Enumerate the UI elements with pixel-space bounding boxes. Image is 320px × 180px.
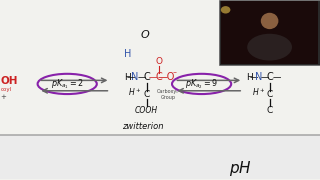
Text: —O: —O: [157, 72, 174, 82]
Text: $H^+$: $H^+$: [128, 86, 142, 98]
Text: C: C: [267, 90, 273, 99]
Text: —: —: [149, 73, 157, 82]
Text: Carboxyl
Group: Carboxyl Group: [157, 89, 179, 100]
Text: OH: OH: [1, 76, 18, 86]
Text: —: —: [260, 73, 269, 82]
Text: H: H: [254, 49, 262, 58]
Ellipse shape: [221, 6, 230, 14]
Text: C: C: [266, 72, 273, 82]
Text: H: H: [124, 73, 131, 82]
Text: $\it{O}$: $\it{O}$: [140, 28, 151, 40]
Text: $pK_{a_2} = 9$: $pK_{a_2} = 9$: [185, 77, 218, 91]
Ellipse shape: [247, 34, 292, 60]
Text: $pK_{a_1} = 2$: $pK_{a_1} = 2$: [51, 77, 84, 91]
Text: $^-$: $^-$: [171, 70, 178, 76]
Bar: [219, 0, 320, 66]
Text: COOH: COOH: [135, 106, 158, 115]
Text: N: N: [254, 72, 262, 82]
Text: —: —: [273, 73, 281, 82]
Text: $H^+$: $H^+$: [252, 86, 265, 98]
Ellipse shape: [261, 13, 278, 29]
Text: —: —: [126, 73, 135, 82]
Text: H: H: [246, 73, 253, 82]
Text: +: +: [1, 94, 6, 100]
Bar: [0, 135, 320, 179]
Text: O: O: [156, 57, 163, 66]
Text: —: —: [137, 73, 146, 82]
Text: C: C: [156, 72, 163, 82]
Text: C: C: [143, 72, 150, 82]
Text: coyl: coyl: [1, 87, 12, 92]
Text: N: N: [131, 72, 139, 82]
Text: C: C: [143, 90, 150, 99]
Text: C: C: [267, 106, 273, 115]
Text: zwitterion: zwitterion: [122, 122, 163, 131]
Text: $\mathit{pH}$: $\mathit{pH}$: [228, 159, 252, 178]
Text: —: —: [250, 73, 258, 82]
Bar: [221, 1, 318, 64]
Text: H: H: [124, 49, 131, 58]
